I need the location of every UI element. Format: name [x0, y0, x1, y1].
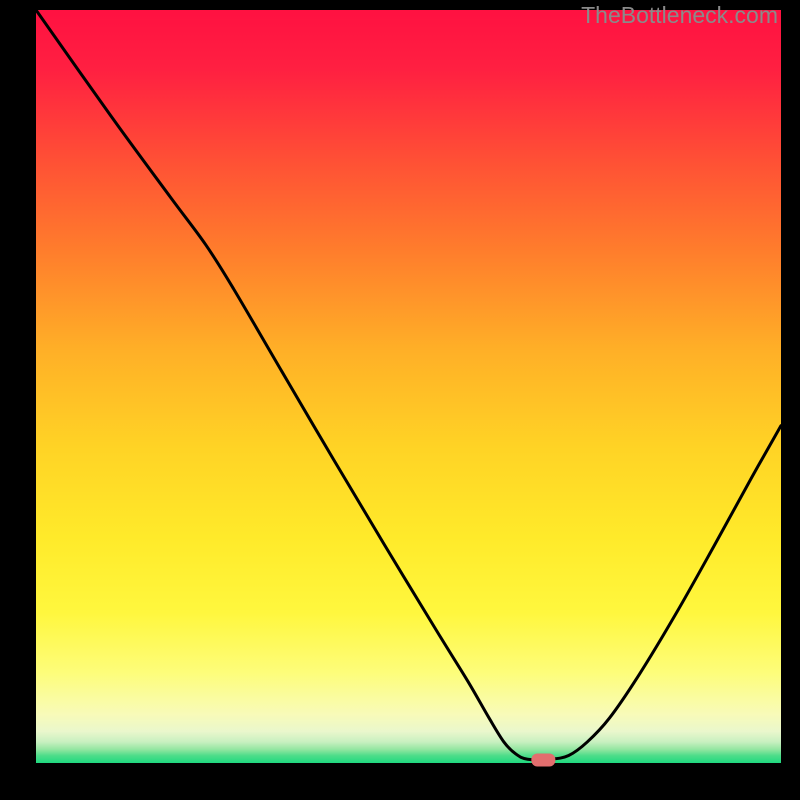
frame-left [0, 0, 36, 800]
frame-bottom [0, 763, 800, 800]
plot-area [36, 10, 781, 763]
watermark-text: TheBottleneck.com [581, 2, 778, 29]
frame-right [781, 0, 800, 800]
